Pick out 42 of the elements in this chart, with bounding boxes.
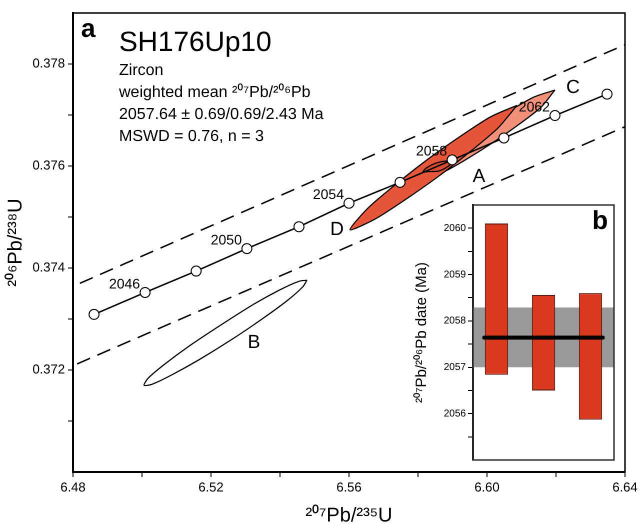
annotation: C xyxy=(566,77,580,98)
x-tick-label: 6.52 xyxy=(198,479,224,494)
y-tick-label: 2057 xyxy=(444,362,466,374)
annotation: A xyxy=(472,166,486,188)
annotation: 2057.64 ± 0.69/0.69/2.43 Ma xyxy=(119,106,324,123)
x-tick-label: 6.48 xyxy=(60,479,86,494)
point xyxy=(602,88,613,100)
y-tick-label: 0.372 xyxy=(32,362,65,377)
point xyxy=(241,243,252,254)
annotation: weighted mean ²⁰⁷Pb/²⁰⁶Pb xyxy=(118,83,311,101)
y-tick-label: 0.376 xyxy=(32,158,65,173)
text: SH176Up10 xyxy=(119,26,272,57)
point xyxy=(190,266,202,277)
point xyxy=(344,198,354,209)
point xyxy=(498,132,510,144)
annotation: b xyxy=(592,205,608,236)
y-tick-label: 2060 xyxy=(444,222,466,234)
x-tick-label: 6.56 xyxy=(336,479,362,494)
x-axis-title: ²⁰⁷Pb/²³⁵U xyxy=(306,504,392,527)
y-tick-label: 2058 xyxy=(444,316,466,327)
point xyxy=(549,110,560,122)
x-tick-label: 6.60 xyxy=(474,479,500,494)
annotation: MSWD = 0.76, n = 3 xyxy=(119,128,264,145)
point xyxy=(140,286,151,298)
annotation: a xyxy=(81,13,96,43)
annotation: 2054 xyxy=(312,186,344,202)
annotation: 2050 xyxy=(210,231,242,248)
y-tick-label: 2056 xyxy=(444,408,466,420)
x-tick-label: 6.64 xyxy=(612,479,638,494)
annotation: 2046 xyxy=(108,275,140,292)
y-tick-label: 0.378 xyxy=(32,56,65,71)
y-tick-label: 0.374 xyxy=(32,260,65,275)
text: Zircon xyxy=(119,62,164,79)
y-axis-title: ²⁰⁶Pb/²³⁸U xyxy=(4,198,27,287)
annotation: D xyxy=(330,219,344,240)
point xyxy=(394,176,406,188)
y-axis-title: ²⁰⁷Pb/²⁰⁶Pb date (Ma) xyxy=(413,262,430,403)
point xyxy=(88,308,100,320)
point xyxy=(446,154,458,166)
y-tick-label: 2059 xyxy=(444,269,466,280)
annotation: B xyxy=(248,332,260,354)
point xyxy=(293,221,304,232)
